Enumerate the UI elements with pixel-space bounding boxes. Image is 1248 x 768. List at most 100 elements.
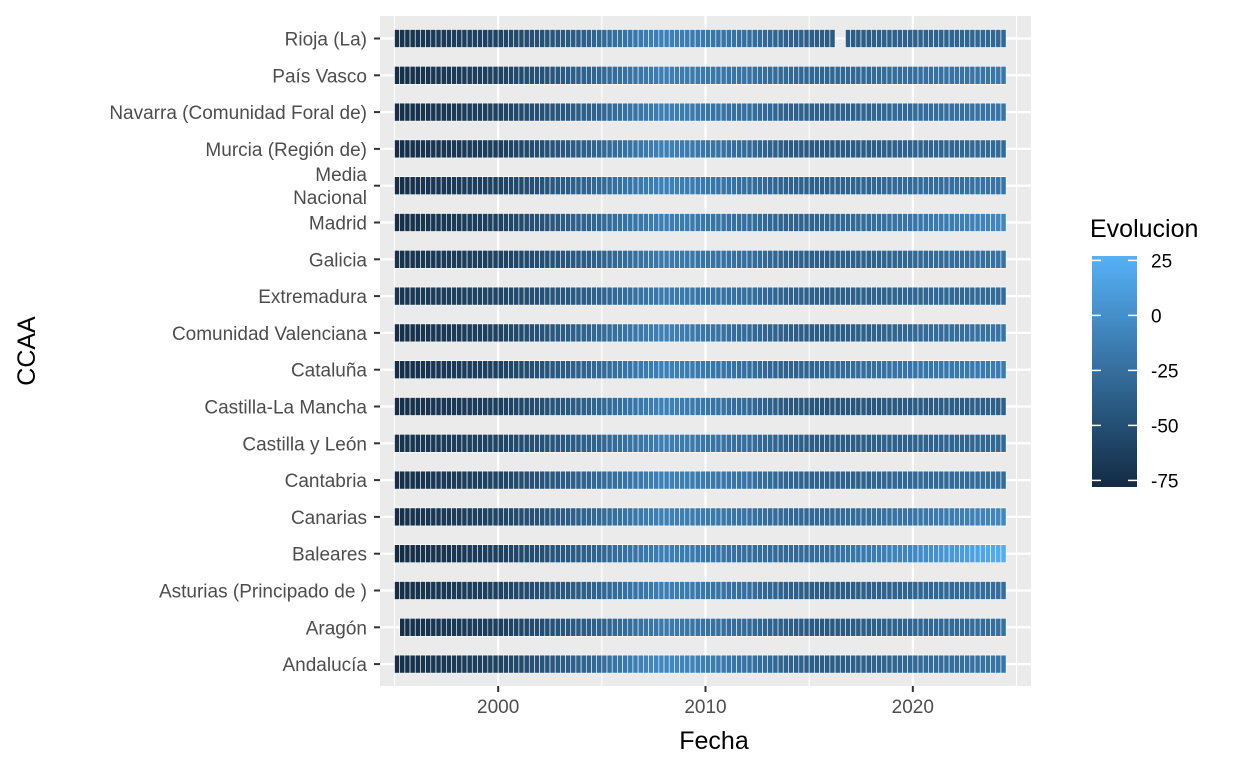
heatmap-tile <box>985 66 991 85</box>
heatmap-tile <box>902 433 908 453</box>
heatmap-tile <box>606 176 613 195</box>
heatmap-tile <box>627 286 634 306</box>
heatmap-tile <box>617 581 623 600</box>
heatmap-tile <box>725 654 732 674</box>
heatmap-tile <box>814 29 820 48</box>
heatmap-tile <box>731 360 737 380</box>
heatmap-tile <box>772 581 779 600</box>
heatmap-tile <box>642 66 649 85</box>
heatmap-tile <box>948 139 955 159</box>
heatmap-tile <box>627 360 634 380</box>
heatmap-tile <box>819 654 826 674</box>
heatmap-tile <box>508 29 515 48</box>
heatmap-tile <box>917 360 924 380</box>
heatmap-tile <box>487 617 494 637</box>
heatmap-tile <box>632 654 639 674</box>
heatmap-tile <box>710 397 717 416</box>
heatmap-tile <box>772 250 779 269</box>
heatmap-tile <box>943 470 950 490</box>
heatmap-tile <box>793 507 800 527</box>
heatmap-tile <box>637 507 644 527</box>
heatmap-tile <box>668 507 675 527</box>
heatmap-tile <box>782 213 789 232</box>
heatmap-tile <box>585 286 592 306</box>
heatmap-tile <box>881 66 888 85</box>
heatmap-tile <box>596 102 603 122</box>
heatmap-tile <box>414 286 421 306</box>
heatmap-tile <box>637 213 644 232</box>
heatmap-tile <box>741 544 748 564</box>
heatmap-tile <box>627 654 634 674</box>
heatmap-tile <box>710 29 717 48</box>
heatmap-tile <box>876 29 883 48</box>
heatmap-tile <box>689 250 696 269</box>
heatmap-tile <box>528 213 535 232</box>
heatmap-tile <box>539 617 546 637</box>
heatmap-tile <box>694 102 701 122</box>
heatmap-tile <box>725 617 732 637</box>
heatmap-tile <box>503 139 509 159</box>
heatmap-tile <box>705 286 711 306</box>
heatmap-tile <box>865 360 872 380</box>
heatmap-tile <box>959 507 965 527</box>
heatmap-tile <box>503 323 509 343</box>
heatmap-tile <box>513 581 520 600</box>
heatmap-tile <box>850 286 857 306</box>
heatmap-tile <box>720 176 727 195</box>
heatmap-tile <box>798 66 805 85</box>
heatmap-tile <box>456 397 463 416</box>
heatmap-tile <box>585 323 592 343</box>
heatmap-tile <box>435 102 442 122</box>
heatmap-tile <box>648 617 654 637</box>
heatmap-tile <box>845 397 851 416</box>
heatmap-tile <box>451 323 458 343</box>
heatmap-tile <box>528 102 535 122</box>
heatmap-tile <box>565 286 572 306</box>
heatmap-tile <box>860 139 867 159</box>
heatmap-tile <box>803 544 810 564</box>
heatmap-tile <box>642 102 649 122</box>
heatmap-tile <box>430 213 437 232</box>
heatmap-tile <box>969 433 976 453</box>
heatmap-tile <box>663 360 670 380</box>
heatmap-tile <box>487 213 494 232</box>
heatmap-tile <box>461 470 468 490</box>
heatmap-tile <box>907 323 914 343</box>
heatmap-tile <box>933 176 940 195</box>
heatmap-tile <box>591 617 597 637</box>
heatmap-tile <box>814 654 820 674</box>
heatmap-tile <box>746 213 753 232</box>
heatmap-tile <box>933 470 940 490</box>
heatmap-tile <box>757 66 763 85</box>
heatmap-tile <box>746 29 753 48</box>
heatmap-tile <box>440 654 447 674</box>
heatmap-tile <box>886 544 893 564</box>
heatmap-tile <box>414 397 421 416</box>
heatmap-tile <box>917 102 924 122</box>
heatmap-tile <box>658 360 665 380</box>
heatmap-tile <box>394 286 400 306</box>
heatmap-tile <box>591 507 597 527</box>
heatmap-tile <box>503 617 509 637</box>
heatmap-row <box>394 286 1007 306</box>
heatmap-tile <box>653 360 660 380</box>
heatmap-tile <box>700 470 706 490</box>
heatmap-tile <box>751 139 758 159</box>
heatmap-tile <box>435 507 442 527</box>
heatmap-tile <box>632 470 639 490</box>
heatmap-tile <box>834 360 841 380</box>
heatmap-tile <box>922 29 929 48</box>
heatmap-tile <box>440 581 447 600</box>
heatmap-tile <box>575 286 582 306</box>
heatmap-tile <box>399 654 406 674</box>
heatmap-row <box>394 66 1007 85</box>
heatmap-tile <box>658 433 665 453</box>
heatmap-tile <box>648 323 654 343</box>
heatmap-tile <box>860 507 867 527</box>
heatmap-tile <box>751 176 758 195</box>
heatmap-tile <box>653 176 660 195</box>
heatmap-tile <box>518 654 525 674</box>
heatmap-tile <box>959 470 965 490</box>
heatmap-tile <box>513 323 520 343</box>
heatmap-tile <box>808 544 815 564</box>
